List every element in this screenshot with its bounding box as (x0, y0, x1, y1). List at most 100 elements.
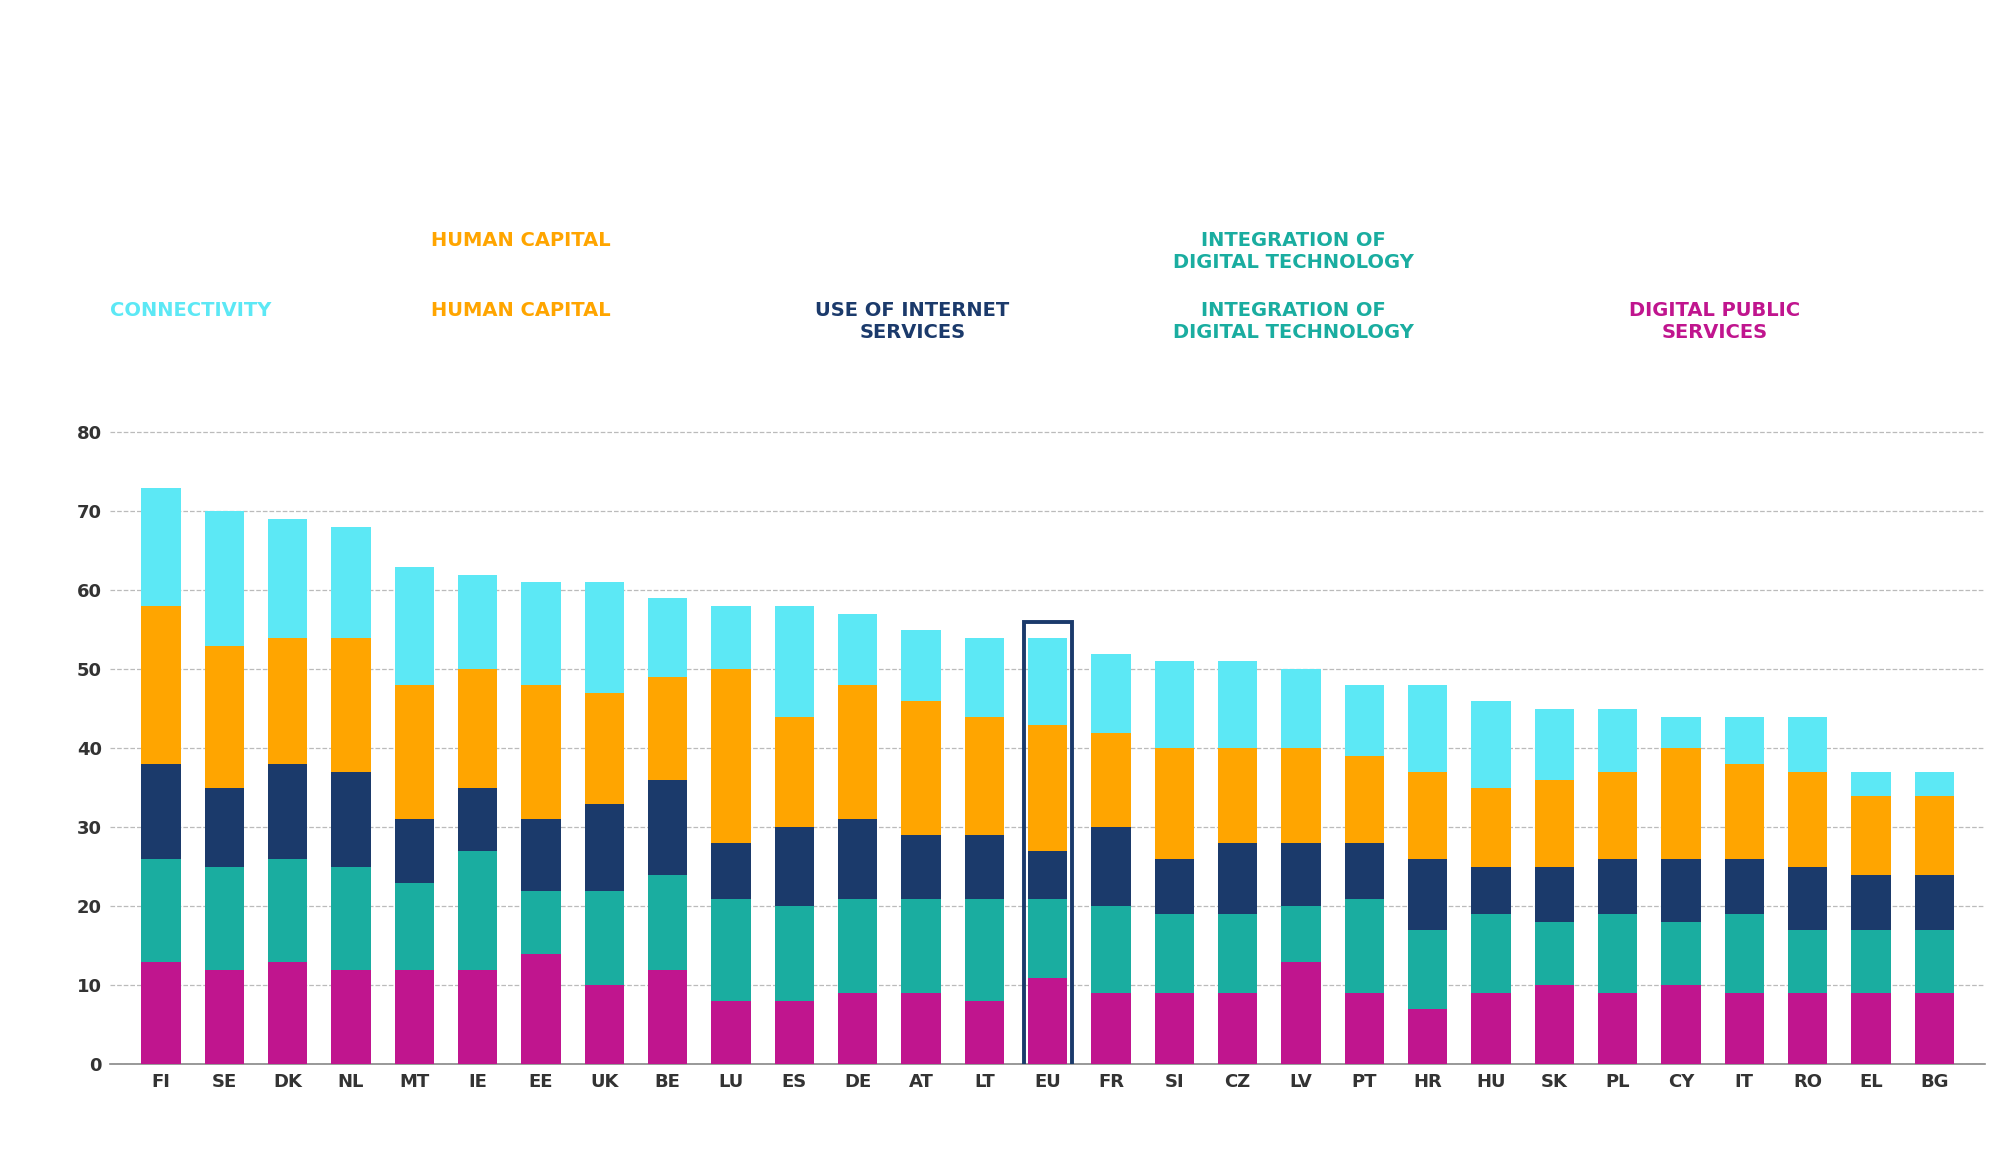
Bar (140, 961, 180, 1064)
Bar (1023, 622, 1073, 1068)
Bar (1281, 961, 1321, 1064)
Bar (1598, 772, 1638, 858)
Bar (1408, 772, 1448, 858)
Bar (1029, 978, 1067, 1064)
Bar (1029, 852, 1067, 899)
Bar (331, 970, 371, 1064)
Bar (712, 899, 750, 1001)
Bar (1598, 858, 1638, 914)
Bar (1724, 914, 1764, 994)
Bar (457, 575, 497, 670)
Bar (774, 606, 814, 717)
Bar (1534, 780, 1574, 867)
Bar (140, 487, 180, 606)
Bar (1915, 772, 1955, 796)
Bar (1662, 922, 1700, 986)
Bar (902, 629, 940, 701)
Bar (902, 701, 940, 835)
Bar (457, 670, 497, 788)
Bar (1091, 994, 1131, 1064)
Bar (964, 717, 1005, 835)
Bar (712, 1001, 750, 1064)
Bar (585, 582, 624, 693)
Bar (1408, 858, 1448, 930)
Bar (1091, 732, 1131, 827)
Bar (1788, 717, 1827, 772)
Bar (331, 772, 371, 867)
Bar (1217, 914, 1257, 994)
Bar (269, 638, 307, 764)
Bar (140, 606, 180, 764)
Bar (838, 819, 878, 899)
Text: CONNECTIVITY: CONNECTIVITY (110, 301, 271, 319)
Bar (1915, 796, 1955, 875)
Bar (585, 693, 624, 804)
Bar (1534, 922, 1574, 986)
Bar (1029, 638, 1067, 724)
Bar (1281, 843, 1321, 906)
Bar (1915, 875, 1955, 930)
Bar (774, 717, 814, 827)
Bar (1217, 662, 1257, 749)
Bar (205, 511, 245, 646)
Bar (964, 1001, 1005, 1064)
Bar (1851, 796, 1891, 875)
Bar (1408, 685, 1448, 772)
Bar (395, 819, 433, 883)
Bar (457, 852, 497, 970)
Bar (1788, 867, 1827, 930)
Bar (1534, 986, 1574, 1064)
Bar (1472, 701, 1510, 788)
Bar (1534, 867, 1574, 922)
Bar (838, 614, 878, 685)
Bar (902, 835, 940, 899)
Bar (712, 606, 750, 670)
Text: HUMAN CAPITAL: HUMAN CAPITAL (431, 301, 612, 319)
Bar (585, 891, 624, 986)
Bar (712, 670, 750, 843)
Bar (1281, 670, 1321, 749)
Bar (269, 961, 307, 1064)
Text: INTEGRATION OF
DIGITAL TECHNOLOGY: INTEGRATION OF DIGITAL TECHNOLOGY (1173, 301, 1414, 341)
Bar (1724, 764, 1764, 858)
Bar (1345, 899, 1383, 994)
Text: INTEGRATION OF
DIGITAL TECHNOLOGY: INTEGRATION OF DIGITAL TECHNOLOGY (1173, 231, 1414, 272)
Bar (648, 970, 688, 1064)
Bar (1029, 724, 1067, 852)
Bar (1155, 858, 1193, 914)
Bar (1281, 749, 1321, 843)
Bar (1915, 994, 1955, 1064)
Bar (1788, 772, 1827, 867)
Bar (585, 986, 624, 1064)
Bar (1662, 749, 1700, 858)
Bar (457, 788, 497, 852)
Bar (774, 1001, 814, 1064)
Bar (648, 875, 688, 970)
Bar (331, 638, 371, 772)
Bar (1662, 717, 1700, 749)
Bar (838, 685, 878, 819)
Bar (648, 677, 688, 780)
Bar (648, 780, 688, 875)
Bar (140, 858, 180, 961)
Bar (838, 899, 878, 994)
Bar (1345, 757, 1383, 843)
Bar (1662, 986, 1700, 1064)
Bar (902, 899, 940, 994)
Bar (1724, 717, 1764, 764)
Bar (1472, 994, 1510, 1064)
Bar (1091, 906, 1131, 994)
Bar (1472, 914, 1510, 994)
Bar (395, 883, 433, 970)
Bar (964, 899, 1005, 1001)
Bar (1598, 994, 1638, 1064)
Bar (712, 843, 750, 899)
Bar (521, 819, 561, 891)
Bar (205, 646, 245, 788)
Bar (140, 764, 180, 858)
Bar (648, 598, 688, 677)
Bar (205, 970, 245, 1064)
Bar (457, 970, 497, 1064)
Bar (1851, 930, 1891, 994)
Bar (585, 804, 624, 891)
